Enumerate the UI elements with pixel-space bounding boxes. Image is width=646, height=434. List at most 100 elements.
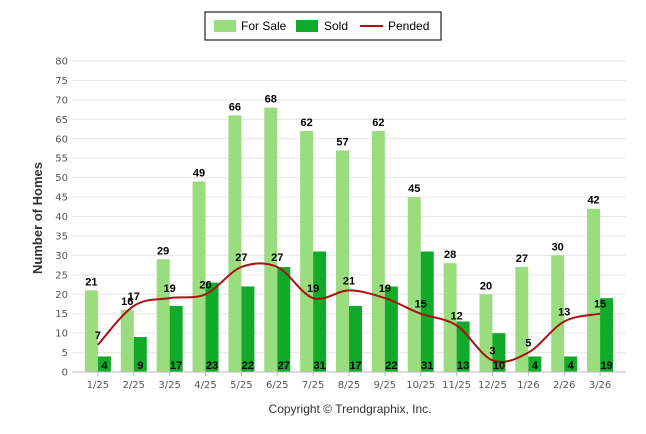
label-pended: 15: [415, 299, 427, 311]
bar-sold: [528, 356, 542, 372]
y-axis-ticks: 0 5 10 15 20 25 30 35 40 45 50 55 60 65 70 75 80: [55, 57, 68, 379]
y-tick-label: 60: [55, 134, 68, 145]
label-pended: 27: [235, 252, 247, 264]
label-sold: 4: [532, 360, 539, 372]
label-pended: 21: [343, 275, 355, 287]
bar-for-sale: [228, 115, 242, 373]
legend-swatch-sold: [296, 20, 318, 32]
label-pended: 20: [199, 279, 211, 291]
label-for-sale: 21: [85, 276, 97, 288]
label-pended: 19: [307, 283, 319, 295]
legend-swatch-for-sale: [214, 20, 236, 32]
label-pended: 13: [558, 306, 570, 318]
label-pended: 5: [525, 338, 531, 350]
label-sold: 31: [421, 360, 433, 372]
x-tick-label: 7/25: [302, 380, 324, 391]
label-sold: 19: [600, 360, 612, 372]
bar-sold: [600, 298, 614, 372]
y-tick-label: 0: [62, 368, 68, 379]
y-tick-label: 65: [55, 115, 68, 126]
label-sold: 4: [568, 360, 575, 372]
label-pended: 17: [128, 291, 140, 303]
x-tick-label: 8/25: [338, 380, 360, 391]
label-sold: 13: [457, 360, 469, 372]
label-sold: 10: [493, 360, 505, 372]
label-pended: 7: [95, 330, 101, 342]
bar-for-sale: [84, 290, 98, 372]
x-tick-label: 4/25: [194, 380, 216, 391]
bar-sold: [313, 251, 327, 372]
label-for-sale: 68: [265, 94, 277, 106]
x-tick-label: 1/26: [517, 380, 539, 391]
y-axis-title: Number of Homes: [30, 162, 45, 274]
label-sold: 22: [242, 360, 254, 372]
bar-sold: [420, 251, 434, 372]
y-tick-label: 35: [55, 231, 68, 242]
legend-label-sold: Sold: [324, 19, 348, 33]
bar-for-sale: [407, 197, 421, 372]
bar-sold: [97, 356, 111, 372]
label-sold: 23: [206, 360, 218, 372]
label-sold: 31: [314, 360, 326, 372]
label-for-sale: 66: [229, 101, 241, 113]
label-for-sale: 42: [587, 195, 599, 207]
label-pended: 27: [271, 252, 283, 264]
data-labels: 2141692917492366226827623157176222453128…: [85, 94, 612, 372]
label-for-sale: 27: [516, 253, 528, 265]
copyright-footer: Copyright © Trendgraphix, Inc.: [269, 402, 432, 416]
bar-sold: [384, 286, 398, 372]
x-tick-label: 3/26: [589, 380, 611, 391]
label-pended: 12: [450, 310, 462, 322]
label-pended: 15: [594, 299, 606, 311]
bar-for-sale: [443, 263, 457, 372]
label-for-sale: 62: [301, 117, 313, 129]
x-tick-label: 11/25: [442, 380, 471, 391]
x-tick-label: 5/25: [230, 380, 252, 391]
pended-line-group: [97, 262, 601, 363]
x-tick-label: 6/25: [266, 380, 288, 391]
y-tick-label: 40: [55, 212, 68, 223]
bar-sold: [169, 305, 183, 372]
bar-sold: [349, 305, 362, 372]
y-tick-label: 80: [55, 57, 68, 68]
label-for-sale: 45: [408, 183, 420, 195]
label-pended: 19: [164, 283, 176, 295]
label-pended: 19: [379, 283, 391, 295]
bar-for-sale: [156, 259, 170, 372]
bar-sold: [241, 286, 255, 372]
bar-for-sale: [120, 309, 134, 372]
legend-label-pended: Pended: [388, 19, 429, 33]
label-sold: 22: [385, 360, 397, 372]
x-axis-ticks: 1/25 2/25 3/25 4/25 5/25 6/25 7/25 8/25 9/25 10/2…: [87, 372, 611, 391]
x-tick-label: 10/25: [406, 380, 435, 391]
y-tick-label: 15: [55, 309, 68, 320]
label-sold: 17: [170, 360, 182, 372]
label-sold: 4: [101, 360, 108, 372]
label-for-sale: 20: [480, 280, 492, 292]
label-for-sale: 28: [444, 249, 456, 261]
bars: [84, 107, 614, 373]
y-tick-label: 25: [55, 270, 68, 281]
x-tick-label: 2/26: [553, 380, 575, 391]
bar-for-sale: [264, 107, 278, 373]
x-tick-label: 1/25: [87, 380, 109, 391]
y-tick-label: 45: [55, 193, 68, 204]
y-tick-label: 55: [55, 154, 68, 165]
legend: For Sale Sold Pended: [204, 11, 442, 41]
y-tick-label: 75: [55, 76, 68, 87]
label-sold: 27: [278, 360, 290, 372]
y-tick-label: 10: [55, 329, 68, 340]
label-for-sale: 16: [121, 296, 133, 308]
label-sold: 17: [349, 360, 361, 372]
x-tick-label: 3/25: [158, 380, 180, 391]
label-sold: 9: [137, 360, 143, 372]
bar-for-sale: [587, 208, 601, 372]
bar-for-sale: [551, 255, 565, 372]
y-tick-label: 20: [55, 290, 68, 301]
label-for-sale: 57: [336, 136, 348, 148]
y-tick-label: 30: [55, 251, 68, 262]
x-tick-label: 2/25: [123, 380, 145, 391]
bar-for-sale: [336, 150, 349, 372]
label-for-sale: 62: [372, 117, 384, 129]
